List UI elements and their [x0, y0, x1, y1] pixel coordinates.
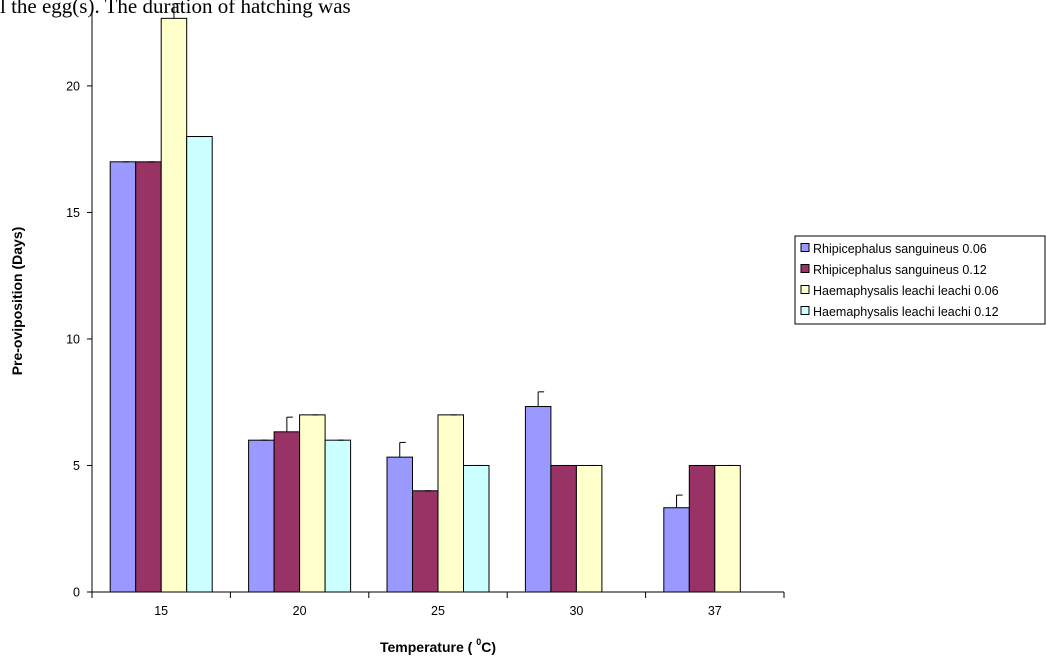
bar-30-series-1 — [524, 406, 552, 593]
y-axis-title: Pre-oviposition (Days) — [9, 227, 25, 376]
bar-15-series-1 — [109, 161, 137, 593]
bar-15-series-2 — [135, 161, 162, 593]
bar-37-series-3 — [714, 464, 741, 593]
x-axis-title-unit: C) — [481, 639, 496, 655]
bar-25-series-4 — [463, 464, 490, 593]
x-tick-label: 37 — [708, 604, 722, 618]
legend-swatch-1 — [800, 243, 810, 252]
legend-swatch-3 — [800, 285, 810, 294]
bar-37-series-2 — [688, 464, 716, 593]
bar-20-series-1 — [248, 439, 275, 593]
plot-area — [109, 3, 741, 593]
legend-label-3: Haemaphysalis leachi leachi 0.06 — [813, 284, 999, 298]
x-tick-label: 25 — [431, 604, 445, 618]
y-tick-label: 20 — [66, 79, 80, 93]
y-tick-label: 10 — [66, 332, 80, 346]
bar-25-series-3 — [437, 414, 464, 593]
y-tick-label: 5 — [73, 459, 80, 473]
x-axis-title: Temperature ( 0C) — [380, 637, 496, 655]
y-tick-label: 0 — [73, 586, 80, 600]
legend-label-1: Rhipicephalus sanguineus 0.06 — [813, 242, 987, 256]
legend-swatch-2 — [800, 264, 810, 273]
bar-25-series-2 — [412, 490, 439, 593]
x-axis-title-text: Temperature ( — [380, 639, 476, 655]
legend-swatch-4 — [800, 306, 810, 315]
bar-15-series-3 — [160, 17, 188, 593]
legend: Rhipicephalus sanguineus 0.06 Rhipicephal… — [794, 235, 1046, 325]
bar-37-series-1 — [663, 507, 690, 593]
x-axis-ticks: 15 20 25 30 37 — [91, 592, 785, 618]
x-tick-label: 20 — [293, 604, 307, 618]
y-tick-label: 15 — [66, 206, 80, 220]
page-caption-text: l the egg(s). The duration of hatching w… — [0, 0, 351, 18]
x-tick-label: 15 — [154, 604, 168, 618]
bar-30-series-2 — [550, 464, 577, 593]
bar-20-series-2 — [273, 431, 301, 593]
bar-20-series-3 — [299, 414, 326, 593]
x-tick-label: 30 — [569, 604, 583, 618]
y-axis-ticks: 0 5 10 15 20 — [66, 79, 92, 600]
bar-25-series-1 — [386, 456, 413, 593]
bar-20-series-4 — [324, 439, 352, 593]
x-axis-title-superscript: 0 — [476, 637, 481, 647]
bar-30-series-3 — [575, 464, 603, 593]
legend-box — [794, 235, 1046, 325]
bar-15-series-4 — [186, 136, 213, 593]
legend-label-4: Haemaphysalis leachi leachi 0.12 — [813, 305, 999, 319]
legend-label-2: Rhipicephalus sanguineus 0.12 — [813, 263, 987, 277]
